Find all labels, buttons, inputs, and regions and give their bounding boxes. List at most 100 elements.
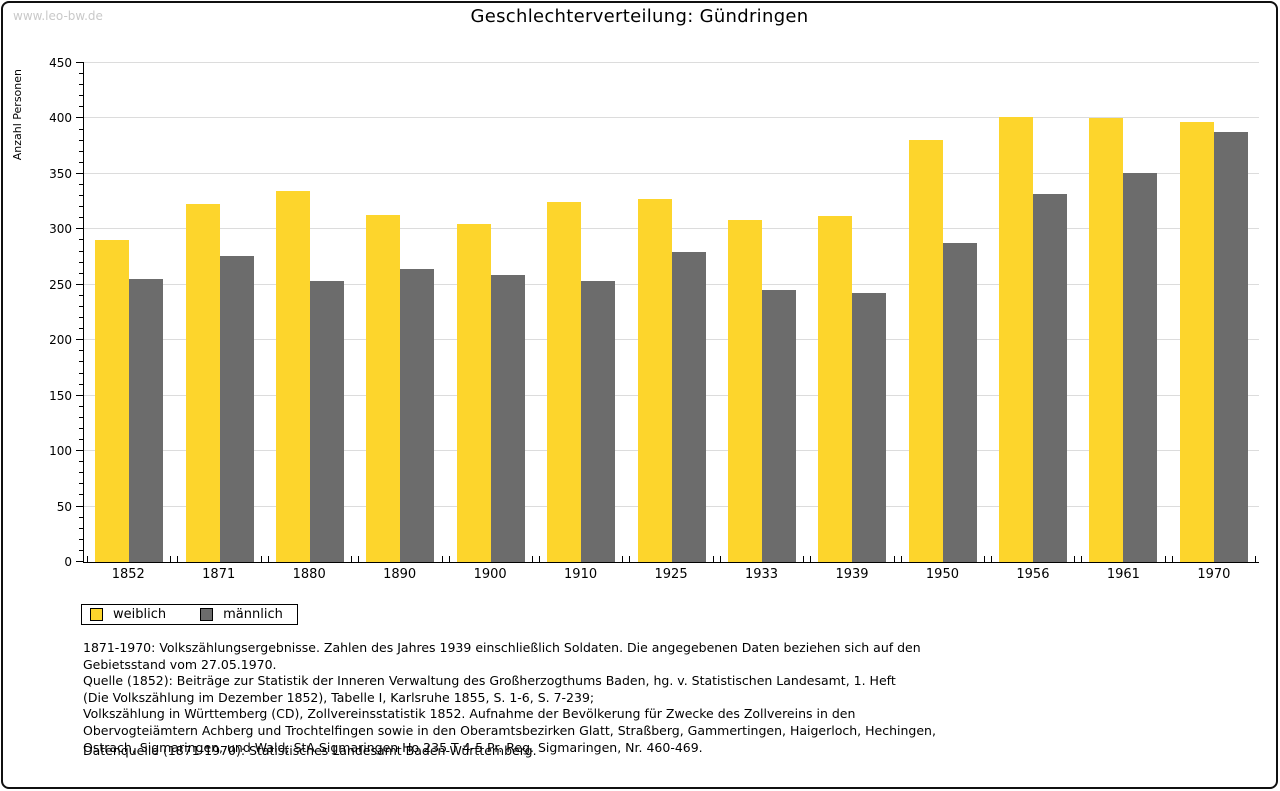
y-tick-label-300: 300	[49, 222, 72, 237]
footnotes: 1871-1970: Volkszählungsergebnisse. Zahl…	[83, 640, 1203, 756]
footnote-line-6: Obervogteiämtern Achberg und Trochtelfin…	[83, 722, 936, 738]
y-tick-label-400: 400	[49, 111, 72, 126]
y-tick-260	[79, 272, 84, 274]
bar-männlich-1950	[942, 242, 977, 562]
y-tick-100	[76, 450, 84, 452]
y-tick-10	[79, 549, 84, 551]
bar-group-1910	[536, 63, 626, 562]
y-tick-190	[79, 350, 84, 352]
y-tick-290	[79, 239, 84, 241]
footnote-line-3: Quelle (1852): Beiträge zur Statistik de…	[83, 673, 896, 689]
bar-männlich-1871	[219, 255, 254, 562]
bar-group-1852	[84, 63, 174, 562]
bar-group-1956	[988, 63, 1078, 562]
legend-label-weiblich: weiblich	[113, 607, 167, 622]
bar-weiblich-1880	[275, 190, 310, 562]
bar-weiblich-1900	[456, 223, 491, 562]
x-tick-label-1910: 1910	[564, 567, 598, 582]
y-tick-440	[79, 73, 84, 75]
y-tick-400	[76, 117, 84, 119]
y-tick-150	[76, 394, 84, 396]
y-tick-140	[79, 405, 84, 407]
y-tick-300	[76, 228, 84, 230]
y-tick-label-50: 50	[56, 499, 72, 514]
y-tick-230	[79, 305, 84, 307]
y-tick-350	[76, 172, 84, 174]
y-tick-label-200: 200	[49, 333, 72, 348]
y-tick-label-250: 250	[49, 277, 72, 292]
bar-group-1890	[355, 63, 445, 562]
y-tick-410	[79, 106, 84, 108]
bar-weiblich-1961	[1089, 118, 1124, 562]
bar-weiblich-1970	[1179, 121, 1214, 562]
legend-swatch-weiblich	[90, 608, 103, 621]
y-tick-450	[76, 62, 84, 63]
footnote-line-2: Gebietsstand vom 27.05.1970.	[83, 656, 277, 672]
y-tick-220	[79, 317, 84, 319]
footnote-line-7: Ostrach, Sigmaringen, und Wald; StA Sigm…	[83, 739, 703, 755]
bar-männlich-1925	[671, 251, 706, 562]
y-tick-370	[79, 150, 84, 152]
bar-weiblich-1925	[637, 199, 672, 562]
y-tick-label-150: 150	[49, 388, 72, 403]
x-tick-label-1925: 1925	[654, 567, 688, 582]
y-tick-label-0: 0	[64, 555, 72, 569]
footnote-line-4: (Die Volkszählung im Dezember 1852), Tab…	[83, 689, 595, 705]
bar-männlich-1933	[761, 290, 796, 562]
footnote-line-5: Volkszählung in Württemberg (CD), Zollve…	[83, 706, 856, 722]
y-tick-70	[79, 483, 84, 485]
bar-männlich-1956	[1033, 193, 1068, 562]
y-tick-80	[79, 472, 84, 474]
y-tick-160	[79, 383, 84, 385]
legend-item-weiblich: weiblich	[90, 607, 166, 622]
bar-group-1970	[1169, 63, 1259, 562]
x-tick-label-1939: 1939	[835, 567, 869, 582]
gridline-350	[84, 172, 1259, 174]
bar-männlich-1970	[1213, 131, 1248, 562]
x-tick-label-1950: 1950	[925, 567, 959, 582]
bar-weiblich-1956	[999, 117, 1034, 562]
y-tick-210	[79, 328, 84, 330]
bar-weiblich-1890	[366, 214, 401, 562]
data-source-line: Datenquelle (1871-1970): Statistisches L…	[83, 743, 537, 758]
y-tick-170	[79, 372, 84, 374]
bar-group-1933	[717, 63, 807, 562]
x-tick-label-1852: 1852	[111, 567, 145, 582]
bar-group-1950	[898, 63, 988, 562]
bar-groups	[84, 63, 1259, 562]
legend-swatch-männlich	[200, 608, 214, 621]
y-tick-340	[79, 183, 84, 185]
bar-männlich-1852	[129, 279, 164, 562]
bar-weiblich-1852	[95, 240, 130, 562]
bar-weiblich-1950	[908, 139, 943, 562]
bar-weiblich-1871	[185, 203, 220, 562]
x-tick-label-1900: 1900	[473, 567, 507, 582]
y-tick-330	[79, 195, 84, 197]
x-tick-label-1880: 1880	[292, 567, 326, 582]
bar-group-1925	[626, 63, 716, 562]
x-axis-labels: 1852 1871 1880 1890 1900 1910 1925 1933 1939 1950…	[83, 567, 1259, 582]
y-tick-380	[79, 139, 84, 141]
watermark: www.leo-bw.de	[13, 9, 103, 23]
y-tick-180	[79, 361, 84, 363]
bar-group-1871	[174, 63, 264, 562]
y-tick-20	[79, 538, 84, 540]
bar-männlich-1961	[1123, 172, 1158, 562]
x-tick-label-1890: 1890	[383, 567, 417, 582]
footnote-line-1: 1871-1970: Volkszählungsergebnisse. Zahl…	[83, 640, 921, 655]
y-tick-280	[79, 250, 84, 252]
bar-männlich-1910	[581, 281, 616, 562]
y-tick-310	[79, 217, 84, 219]
y-tick-label-350: 350	[49, 166, 72, 181]
x-tick-label-1871: 1871	[202, 567, 236, 582]
bar-männlich-1890	[400, 269, 435, 562]
bar-männlich-1880	[309, 281, 344, 562]
x-tick-label-1933: 1933	[744, 567, 779, 582]
bar-männlich-1900	[490, 274, 525, 562]
bar-weiblich-1910	[547, 201, 582, 562]
y-tick-50	[76, 505, 84, 507]
y-tick-30	[79, 527, 84, 529]
y-tick-250	[76, 283, 84, 285]
x-tick-label-1961: 1961	[1106, 567, 1140, 582]
